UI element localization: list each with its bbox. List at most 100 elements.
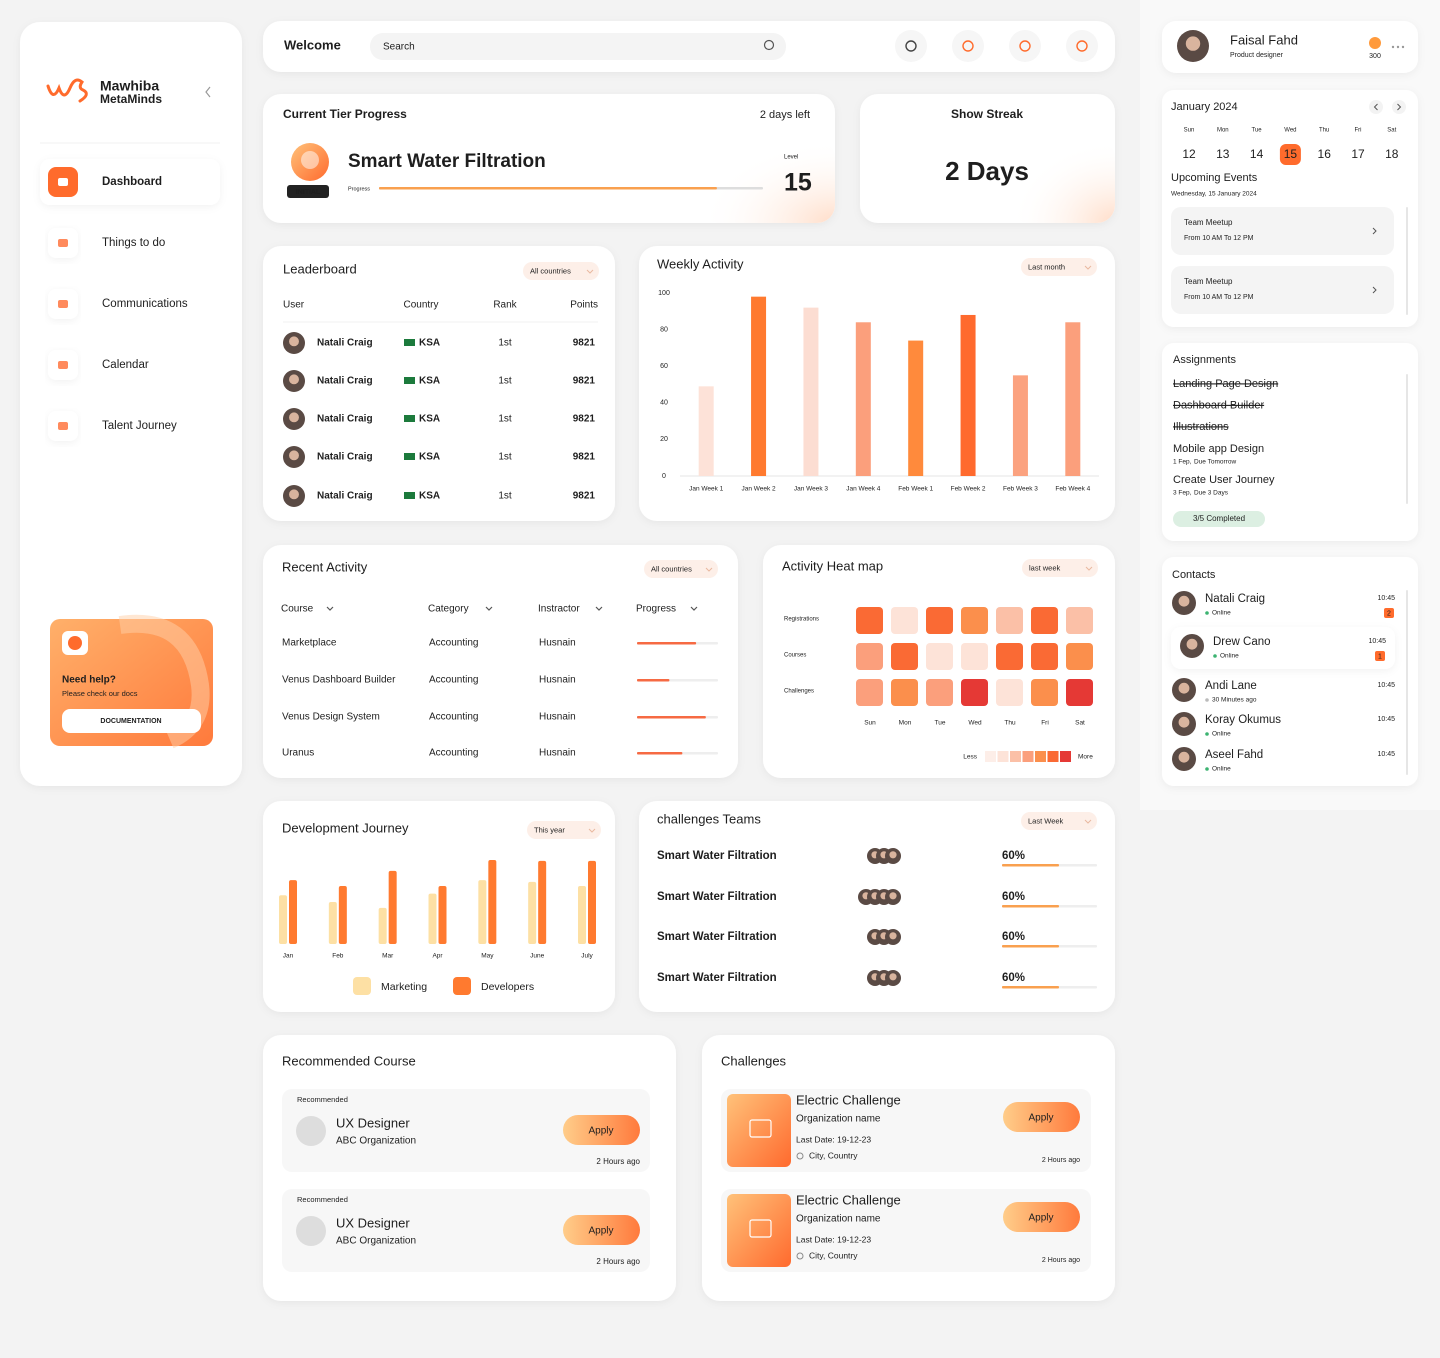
filter-dropdown[interactable]: [1021, 812, 1097, 830]
unread-badge: [1375, 651, 1385, 661]
toolbar-button[interactable]: [1009, 30, 1041, 62]
nav-label[interactable]: Talent Journey: [102, 420, 177, 432]
apply-button[interactable]: [563, 1115, 640, 1145]
weekday: Fri: [1355, 128, 1362, 134]
apply-button-label[interactable]: Apply: [1028, 1113, 1053, 1124]
toolbar-icon: [1076, 40, 1088, 52]
challenge-date: Last Date: 19-12-23: [796, 1134, 871, 1144]
bar: [528, 881, 537, 944]
unread-count: 1: [1378, 653, 1382, 660]
filter-dropdown[interactable]: [1022, 559, 1098, 577]
contact-name[interactable]: Natali Craig: [1205, 593, 1265, 605]
chart-title: Activity Heat map: [782, 558, 883, 573]
event-card[interactable]: [1171, 207, 1394, 255]
progress-fill: [1002, 905, 1059, 908]
legend-swatch: [985, 751, 996, 762]
filter-label[interactable]: All countries: [651, 564, 692, 573]
points-icon: [1369, 37, 1381, 49]
day-number[interactable]: 16: [1318, 147, 1332, 161]
contact-name[interactable]: Drew Cano: [1213, 636, 1271, 648]
event-time: From 10 AM To 12 PM: [1184, 294, 1254, 301]
country: KSA: [419, 452, 440, 463]
filter-dropdown[interactable]: [644, 560, 718, 578]
search-placeholder[interactable]: Search: [383, 42, 415, 53]
y-tick-label: 80: [660, 326, 668, 333]
contact-name[interactable]: Aseel Fahd: [1205, 749, 1263, 761]
nav-label[interactable]: Communications: [102, 298, 188, 310]
y-tick-label: 20: [660, 436, 668, 443]
scrollbar: [1406, 590, 1408, 775]
day-number[interactable]: 14: [1250, 147, 1264, 161]
column-header[interactable]: Instractor: [538, 604, 580, 615]
calendar-nav[interactable]: [1392, 100, 1406, 114]
weekday: Thu: [1319, 128, 1329, 134]
selected-day[interactable]: [1279, 144, 1301, 165]
tier-title: Current Tier Progress: [283, 107, 407, 121]
column-header[interactable]: Category: [428, 604, 469, 615]
filter-label[interactable]: All countries: [530, 266, 571, 275]
y-tick-label: 0: [662, 473, 666, 480]
bar: [588, 860, 596, 944]
documentation-button[interactable]: [62, 709, 201, 733]
search-box[interactable]: [370, 33, 786, 60]
filter-label[interactable]: This year: [534, 825, 565, 834]
bar: [378, 907, 387, 944]
filter-dropdown[interactable]: [527, 821, 601, 839]
dropdown-chevron: [1084, 265, 1092, 270]
day-number[interactable]: 13: [1216, 147, 1230, 161]
country: KSA: [419, 414, 440, 425]
filter-dropdown[interactable]: [523, 262, 599, 280]
x-tick-label: Jan Week 4: [846, 486, 881, 493]
assignment-due: Due Tomorrow: [1194, 459, 1236, 466]
day-number[interactable]: 15: [1284, 147, 1298, 161]
section-title: challenges Teams: [657, 811, 761, 826]
avatar-face: [1186, 638, 1198, 650]
weekday: Mon: [1217, 128, 1229, 134]
filter-label[interactable]: Last Week: [1028, 816, 1064, 825]
tier-badge-label: INITIAL: [296, 189, 321, 196]
collapse-button[interactable]: [205, 86, 211, 98]
selected-date: Wednesday, 15 January 2024: [1171, 191, 1257, 198]
filter-label[interactable]: Last month: [1028, 262, 1065, 271]
column-header[interactable]: Progress: [636, 604, 676, 615]
column-header[interactable]: Course: [281, 604, 314, 615]
heat-cell: [856, 607, 883, 634]
rank: 1st: [498, 414, 512, 425]
card: [1162, 557, 1418, 786]
apply-button[interactable]: [1003, 1202, 1080, 1232]
card: [1162, 343, 1418, 541]
apply-button-label[interactable]: Apply: [588, 1226, 613, 1237]
event-card[interactable]: [1171, 266, 1394, 314]
day-number[interactable]: 18: [1385, 147, 1399, 161]
legend-swatch: [1010, 751, 1021, 762]
contact-status: Online: [1212, 766, 1231, 773]
legend-swatch: [997, 751, 1009, 762]
contact-selected[interactable]: [1171, 627, 1395, 669]
filter-dropdown[interactable]: [1021, 258, 1097, 276]
nav-label[interactable]: Dashboard: [102, 176, 162, 188]
apply-button-label[interactable]: Apply: [588, 1126, 613, 1137]
contact-name[interactable]: Andi Lane: [1205, 680, 1257, 692]
leaderboard-title: Leaderboard: [283, 261, 357, 276]
documentation-button-label[interactable]: DOCUMENTATION: [100, 718, 161, 725]
toolbar-button[interactable]: [895, 30, 927, 62]
filter-label[interactable]: last week: [1029, 563, 1061, 572]
progress-fill: [637, 642, 697, 645]
apply-button[interactable]: [1003, 1102, 1080, 1132]
toolbar-button[interactable]: [1066, 30, 1098, 62]
nav-label[interactable]: Calendar: [102, 359, 149, 371]
profile-name: Faisal Fahd: [1230, 32, 1298, 47]
day-number[interactable]: 12: [1182, 147, 1196, 161]
bar: [488, 860, 497, 944]
category: Accounting: [429, 712, 478, 723]
calendar-nav[interactable]: [1369, 100, 1383, 114]
day-number[interactable]: 17: [1351, 147, 1365, 161]
apply-button[interactable]: [563, 1215, 640, 1245]
toolbar-button[interactable]: [952, 30, 984, 62]
nav-active-bg[interactable]: [40, 159, 220, 205]
nav-label[interactable]: Things to do: [102, 237, 165, 249]
assignment-status: 3/5 Completed: [1193, 514, 1245, 523]
contact-name[interactable]: Koray Okumus: [1205, 714, 1281, 726]
apply-button-label[interactable]: Apply: [1028, 1213, 1053, 1224]
status-dot: [1205, 611, 1209, 615]
